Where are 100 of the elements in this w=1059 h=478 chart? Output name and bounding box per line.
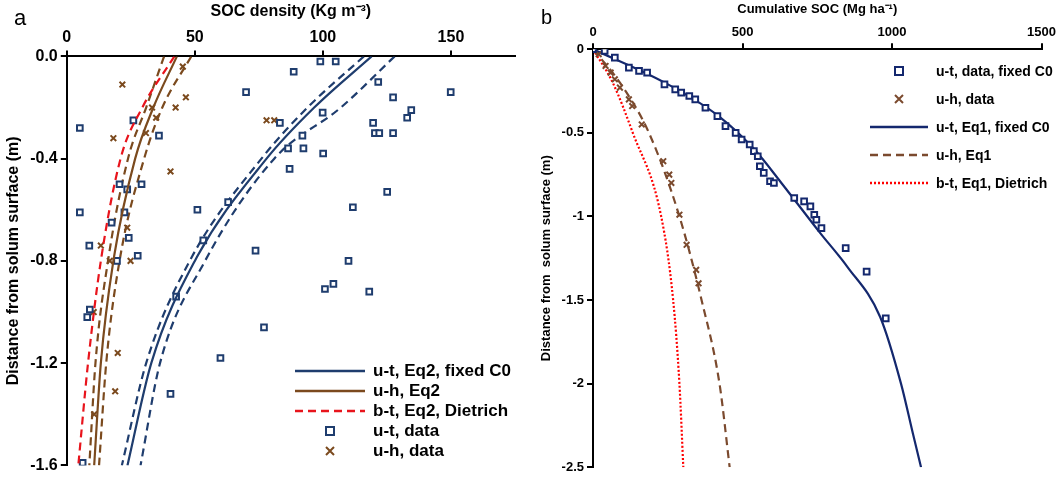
x-tick-label: 500 (731, 23, 754, 39)
point (242, 88, 250, 97)
y-tick-label: -2 (572, 375, 584, 391)
y-tick-label: -0.8 (30, 251, 58, 269)
x-axis-title: SOC density (Kg m⁻³) (210, 2, 372, 20)
point (83, 313, 92, 321)
y-tick-label: -1.2 (30, 353, 58, 371)
point (701, 103, 710, 112)
point (118, 80, 127, 89)
point (756, 162, 764, 171)
point (113, 349, 122, 357)
point (133, 251, 142, 260)
point (750, 147, 758, 156)
point (276, 119, 284, 127)
point (753, 152, 762, 161)
point (193, 205, 202, 214)
point (349, 203, 357, 212)
point (625, 63, 633, 72)
point (152, 113, 160, 122)
point (129, 116, 138, 125)
point (383, 188, 392, 196)
point (76, 124, 84, 132)
point (85, 241, 94, 250)
point (721, 122, 730, 130)
legend-label: u-t, data (373, 421, 440, 442)
point (694, 279, 703, 288)
point (660, 80, 669, 89)
point (182, 93, 190, 102)
point (790, 194, 799, 202)
point (817, 224, 826, 232)
legend-label: u-h, data (936, 91, 995, 108)
point (375, 129, 384, 137)
point (251, 246, 260, 255)
point (321, 285, 329, 293)
point (407, 106, 416, 114)
legend-label: b-t, Eq1, Dietrich (936, 175, 1048, 192)
text: a (14, 5, 27, 31)
y-tick-label: -0.5 (561, 124, 584, 140)
point (262, 116, 271, 125)
x-axis-title: Cumulative SOC (Mg ha⁻¹) (737, 1, 898, 17)
legend-label: u-t, data, fixed C0 (936, 63, 1053, 80)
y-tick-label: -1 (572, 207, 584, 223)
point (365, 287, 374, 296)
legend-label: u-h, Eq2 (373, 381, 441, 402)
line-series (77, 56, 176, 466)
point (374, 78, 383, 86)
x-tick-label: 100 (309, 28, 337, 46)
legend-label: u-t, Eq1, fixed C0 (936, 119, 1050, 136)
point (344, 257, 353, 265)
line-series (97, 56, 193, 466)
x-tick-label: 1500 (1027, 23, 1056, 39)
y-tick-label: 0 (576, 40, 584, 56)
x-tick-label: 0 (589, 23, 597, 39)
x-tick-label: 1000 (877, 23, 907, 39)
point (166, 390, 175, 398)
point (155, 131, 163, 140)
point (675, 210, 684, 219)
x-tick-label: 0 (62, 28, 72, 46)
point (770, 179, 778, 187)
point (731, 128, 740, 137)
line-series (88, 56, 166, 466)
point (319, 149, 327, 158)
point (389, 129, 397, 137)
point (137, 180, 146, 189)
y-tick-label: -1.6 (30, 455, 58, 473)
y-tick-label: -2.5 (561, 458, 584, 474)
point (171, 103, 180, 112)
point (745, 140, 754, 149)
point (403, 113, 411, 122)
x-tick-label: 50 (185, 28, 204, 46)
point (289, 67, 298, 76)
point (713, 112, 722, 120)
y-tick-label: 0.0 (35, 46, 58, 64)
y-tick-label: -0.4 (30, 149, 58, 167)
point (685, 92, 694, 100)
point (800, 197, 808, 206)
point (285, 165, 294, 173)
point (677, 88, 686, 97)
point (611, 53, 619, 62)
y-axis-title: Distance from solum surface (m) (4, 136, 22, 386)
point (682, 241, 691, 249)
legend-label: u-h, Eq1 (936, 147, 992, 164)
text: b (541, 5, 553, 28)
x-tick-label: 150 (437, 28, 465, 46)
legend-label: u-t, Eq2, fixed C0 (373, 361, 511, 382)
point (759, 169, 768, 177)
point (329, 280, 338, 288)
point (260, 323, 268, 332)
point (389, 93, 397, 102)
point (115, 180, 124, 189)
legend-label: u-h, data (373, 441, 444, 462)
point (637, 120, 646, 129)
point (881, 314, 890, 323)
point (841, 244, 850, 252)
point (635, 67, 643, 75)
point (76, 208, 84, 217)
point (606, 68, 615, 77)
line-series (93, 56, 179, 466)
point (812, 215, 821, 224)
legend-label: b-t, Eq2, Dietrich (373, 401, 509, 422)
